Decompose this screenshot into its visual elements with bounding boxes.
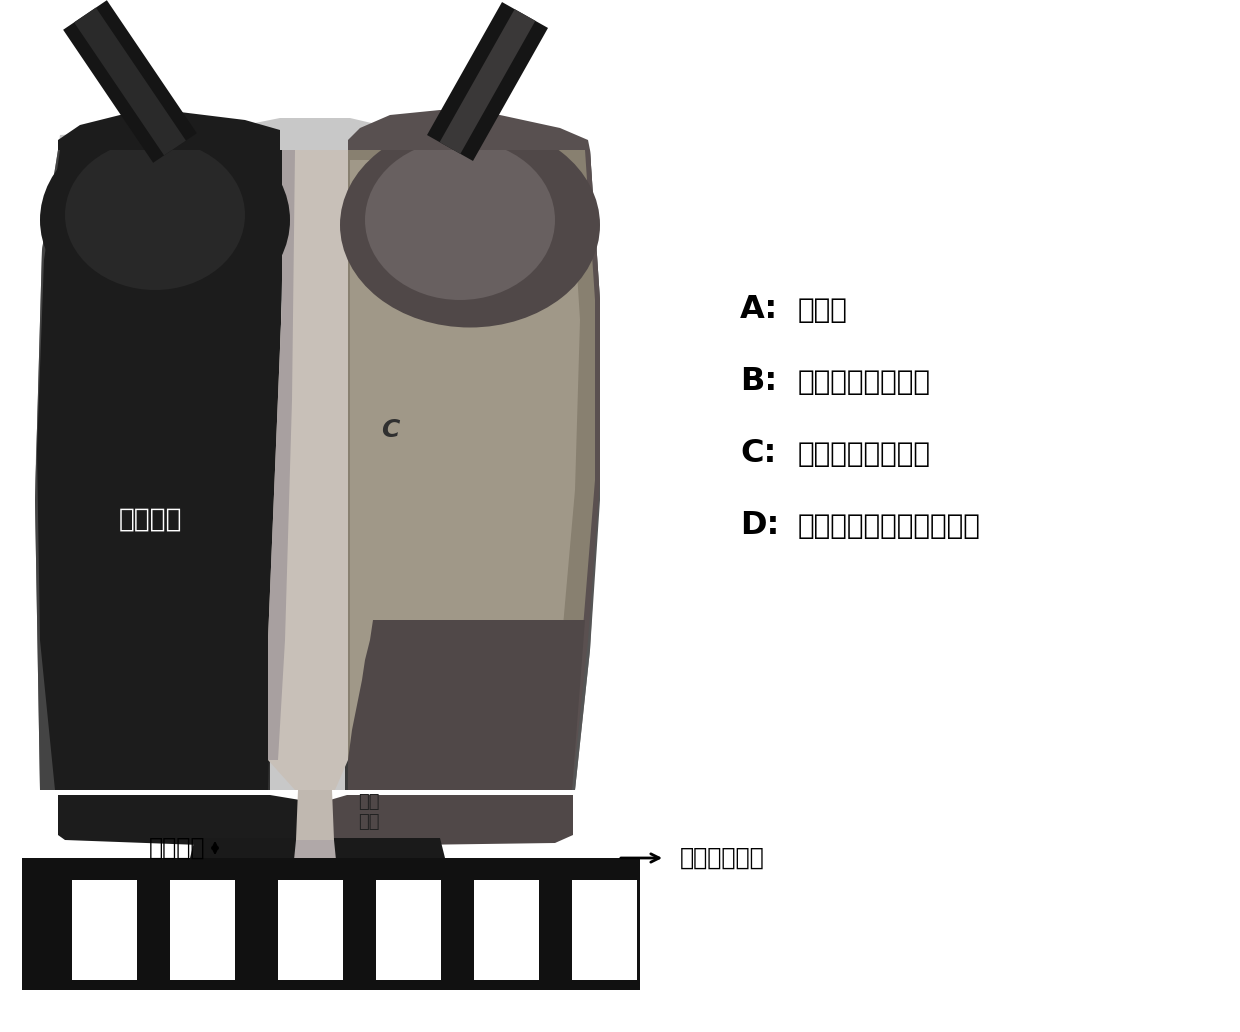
- Bar: [170, 880, 236, 980]
- Text: A:: A:: [740, 294, 779, 325]
- Polygon shape: [268, 150, 295, 760]
- Polygon shape: [348, 620, 585, 791]
- Polygon shape: [58, 795, 300, 845]
- Polygon shape: [35, 150, 130, 791]
- Text: C: C: [381, 418, 399, 442]
- Polygon shape: [350, 160, 580, 791]
- Polygon shape: [268, 150, 348, 791]
- Polygon shape: [74, 650, 270, 791]
- Text: 模唇
长度: 模唇 长度: [358, 794, 379, 831]
- Polygon shape: [58, 118, 590, 150]
- Bar: [572, 880, 637, 980]
- Bar: [22, 872, 640, 990]
- Text: B:: B:: [740, 366, 777, 397]
- Polygon shape: [35, 150, 600, 791]
- Text: C:: C:: [740, 439, 776, 470]
- Polygon shape: [345, 650, 529, 791]
- Polygon shape: [37, 150, 281, 791]
- Polygon shape: [58, 112, 280, 150]
- Text: 由界面聚合形成的选择层: 由界面聚合形成的选择层: [799, 512, 981, 540]
- Text: 有机单体第二溶液: 有机单体第二溶液: [799, 440, 931, 467]
- Polygon shape: [294, 840, 336, 860]
- Polygon shape: [35, 150, 91, 791]
- Ellipse shape: [40, 120, 290, 320]
- Bar: [474, 880, 539, 980]
- Text: 有机单体第一溶液: 有机单体第一溶液: [799, 368, 931, 396]
- Polygon shape: [296, 791, 334, 840]
- Polygon shape: [520, 150, 598, 791]
- Polygon shape: [348, 110, 590, 150]
- Polygon shape: [348, 150, 595, 791]
- Polygon shape: [556, 150, 600, 791]
- Bar: [376, 880, 441, 980]
- Bar: [72, 880, 136, 980]
- Text: 涂布间隙: 涂布间隙: [149, 836, 205, 860]
- Ellipse shape: [365, 140, 556, 300]
- Polygon shape: [330, 795, 573, 845]
- Polygon shape: [348, 150, 600, 791]
- Text: 支撑体: 支撑体: [799, 296, 848, 324]
- Ellipse shape: [340, 123, 600, 327]
- Polygon shape: [55, 620, 268, 791]
- Polygon shape: [190, 838, 445, 858]
- Bar: [22, 858, 640, 876]
- Text: 轨道移动方向: 轨道移动方向: [680, 846, 765, 870]
- Ellipse shape: [64, 140, 246, 290]
- Bar: [278, 880, 343, 980]
- Text: 狭缝厚度: 狭缝厚度: [118, 507, 182, 533]
- Text: D:: D:: [740, 511, 780, 542]
